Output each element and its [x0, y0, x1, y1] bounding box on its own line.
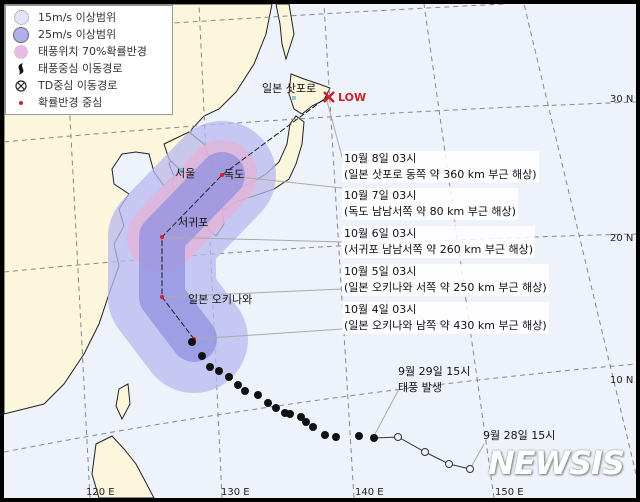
newsis-watermark: NEWSIS — [488, 444, 625, 482]
typhoon-symbol-icon — [12, 62, 30, 76]
typhoon-position-marker — [321, 431, 329, 439]
low-x-icon — [323, 91, 335, 103]
lon-label-140e: 140 E — [355, 487, 384, 498]
typhoon-past-track — [188, 338, 378, 442]
lon-label-150e: 150 E — [495, 487, 524, 498]
leader-lines — [161, 100, 485, 470]
legend-label: 태풍위치 70%확률반경 — [38, 45, 147, 58]
td-position-marker — [394, 433, 402, 441]
typhoon-position-marker — [297, 413, 305, 421]
forecast-label-oct8: 10월 8일 03시 (일본 삿포로 동쪽 약 360 km 부근 해상) — [342, 151, 539, 183]
typhoon-position-marker — [215, 367, 223, 375]
legend-label: 25m/s 이상범위 — [38, 28, 117, 41]
genesis-label: 9월 29일 15시 태풍 발생 — [398, 365, 471, 394]
legend: 15m/s 이상범위 25m/s 이상범위 태풍위치 70%확률반경 태풍중심 … — [5, 5, 173, 115]
typhoon-position-marker — [309, 423, 317, 431]
taiwan — [115, 383, 131, 421]
legend-item-td-track: TD중심 이동경로 — [12, 77, 166, 94]
typhoon-position-marker — [198, 352, 206, 360]
forecast-envelopes — [108, 96, 328, 393]
start-label: 9월 28일 15시 — [483, 429, 556, 442]
lat-30n-line — [3, 101, 637, 143]
low-label: LOW — [338, 91, 367, 104]
center-dot — [220, 173, 224, 177]
typhoon-position-marker — [302, 418, 310, 426]
typhoon-position-marker — [355, 432, 363, 440]
purple-circle-icon — [13, 26, 29, 43]
place-seogwipo: 서귀포 — [178, 216, 209, 229]
dotted-circle-icon — [13, 10, 29, 25]
lat-20n-line — [3, 233, 637, 273]
lon-label-130e: 130 E — [221, 487, 250, 498]
philippines — [91, 435, 155, 499]
lat-label-20n: 20 N — [610, 233, 634, 244]
forecast-label-oct4: 10월 4일 03시 (일본 오키나와 남쪽 약 430 km 부근 해상) — [342, 302, 549, 334]
forecast-label-oct7: 10월 7일 03시 (독도 남남서쪽 약 80 km 부근 해상) — [342, 188, 518, 220]
legend-item-15ms: 15m/s 이상범위 — [12, 9, 166, 26]
td-position-marker — [421, 448, 429, 456]
typhoon-position-marker — [370, 434, 378, 442]
typhoon-position-marker — [188, 338, 196, 346]
red-dot-icon — [19, 100, 23, 105]
typhoon-position-marker — [272, 404, 280, 412]
pink-circle-icon — [14, 44, 28, 59]
typhoon-position-marker — [286, 410, 294, 418]
hokkaido — [288, 73, 331, 115]
place-okinawa: 일본 오키나와 — [188, 293, 253, 306]
lat-label-30n: 30 N — [610, 94, 634, 105]
legend-label: 15m/s 이상범위 — [38, 11, 117, 24]
lon-label-120e: 120 E — [86, 487, 115, 498]
typhoon-position-marker — [332, 433, 340, 441]
td-circle-x-icon — [12, 79, 30, 92]
typhoon-position-marker — [254, 391, 262, 399]
typhoon-position-marker — [234, 381, 242, 389]
legend-label: TD중심 이동경로 — [38, 79, 118, 92]
place-seoul: 서울 — [175, 167, 196, 180]
place-sapporo: 일본 삿포로 — [262, 82, 317, 95]
seoul-marker — [178, 168, 182, 172]
probability-centers — [160, 173, 224, 341]
lat-label-10n: 10 N — [610, 375, 634, 386]
lon-150e-line — [423, 3, 495, 499]
lat-40n-line — [3, 3, 505, 35]
typhoon-position-marker — [206, 363, 214, 371]
legend-item-70pct: 태풍위치 70%확률반경 — [12, 43, 166, 60]
lon-120e-line — [63, 3, 91, 499]
td-past-track — [394, 433, 474, 473]
lon-140e-line — [323, 3, 355, 499]
sapporo-marker — [292, 96, 296, 100]
legend-item-center: 확률반경 중심 — [12, 94, 166, 111]
center-dot — [160, 235, 164, 239]
td-position-marker — [466, 465, 474, 473]
sakhalin — [275, 3, 295, 61]
forecast-label-oct5: 10월 5일 03시 (일본 오키나와 서쪽 약 250 km 부근 해상) — [342, 264, 549, 296]
legend-label: 확률반경 중심 — [38, 96, 103, 109]
td-position-marker — [445, 460, 453, 468]
forecast-label-oct6: 10월 6일 03시 (서귀포 남남서쪽 약 260 km 부근 해상) — [342, 226, 536, 258]
typhoon-position-marker — [241, 387, 249, 395]
legend-item-typhoon-track: 태풍중심 이동경로 — [12, 60, 166, 77]
center-dot — [160, 295, 164, 299]
place-dokdo: 독도 — [224, 168, 245, 181]
typhoon-position-marker — [264, 399, 272, 407]
legend-item-25ms: 25m/s 이상범위 — [12, 26, 166, 43]
legend-label: 태풍중심 이동경로 — [38, 62, 123, 75]
typhoon-position-marker — [225, 373, 233, 381]
